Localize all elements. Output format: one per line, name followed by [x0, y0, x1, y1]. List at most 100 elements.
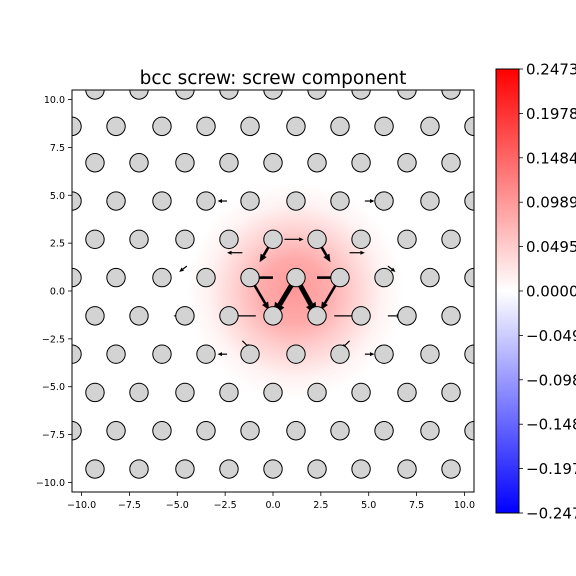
atom [240, 267, 260, 288]
arrow-head [217, 199, 222, 204]
arrow-head [360, 250, 365, 255]
atom [307, 153, 327, 173]
atom [72, 421, 82, 441]
atom [420, 421, 440, 441]
atom [397, 382, 417, 403]
arrow-head [369, 352, 375, 357]
atom [286, 191, 306, 211]
atom [85, 153, 105, 173]
atom [441, 459, 461, 479]
atom [219, 306, 239, 326]
atom [175, 153, 195, 173]
arrow-head [227, 250, 232, 255]
colorbar-tick-label: 0.2473 [526, 61, 576, 79]
atom [240, 344, 260, 364]
atom [441, 306, 461, 326]
y-tick-label: 10.0 [44, 95, 65, 106]
atom [196, 116, 216, 137]
y-tick-label: −7.5 [42, 430, 65, 441]
x-tick-label: 0.0 [265, 500, 280, 511]
atom [106, 191, 126, 211]
atom [152, 344, 172, 364]
atom [351, 229, 371, 250]
atom [219, 153, 239, 173]
atom [219, 382, 239, 403]
atom-layer [72, 90, 474, 479]
atom [330, 191, 350, 211]
atom [72, 116, 82, 137]
atom [129, 459, 149, 479]
y-tick-label: 5.0 [50, 191, 65, 202]
arrow-head [217, 352, 222, 357]
atom [196, 191, 216, 211]
atom [374, 344, 394, 364]
atom [72, 344, 82, 364]
atom [307, 229, 327, 250]
colorbar-tick-label: 0.0989 [526, 194, 576, 212]
atom [330, 267, 350, 288]
atom [85, 459, 105, 479]
x-tick-label: 10.0 [454, 500, 475, 511]
colorbar-tick-label: −0.0495 [526, 327, 576, 345]
colorbar-tick-label: 0.0495 [526, 238, 576, 256]
x-tick-label: −2.5 [214, 500, 237, 511]
atom [152, 191, 172, 211]
chart-title: bcc screw: screw component [140, 68, 407, 89]
atom [441, 153, 461, 173]
y-tick-label: 7.5 [50, 143, 65, 154]
y-tick-label: 0.0 [50, 287, 65, 298]
colorbar-tick-label: −0.1484 [526, 416, 576, 434]
arrow-head [390, 267, 396, 272]
atom [420, 116, 440, 137]
atom [420, 344, 440, 364]
arrow-shaft [182, 265, 188, 270]
colorbar: 0.2473 0.1978 0.1484 0.0989 0.0495 0.0000 −0.0… [495, 61, 576, 523]
atom [374, 116, 394, 137]
y-axis: 10.0 7.5 5.0 2.5 0.0 −2.5 −5.0 −7.5 −10.0 [36, 95, 72, 489]
atom [263, 229, 283, 250]
plot-area [71, 89, 475, 493]
atom [106, 116, 126, 137]
colorbar-tick-label: −0.1978 [526, 460, 576, 478]
atom [72, 191, 82, 211]
atom [240, 191, 260, 211]
atom [152, 267, 172, 288]
atom [307, 459, 327, 479]
displacement-arrow [284, 237, 304, 242]
atom [129, 229, 149, 250]
atom [374, 421, 394, 441]
displacement-arrow [227, 250, 243, 255]
x-tick-label: 5.0 [361, 500, 376, 511]
atom [374, 267, 394, 288]
colorbar-gradient [495, 68, 520, 514]
colorbar-tick-label: 0.0000 [526, 283, 576, 301]
atom [420, 191, 440, 211]
atom [351, 459, 371, 479]
heatmap-layer [185, 181, 405, 401]
atom [441, 382, 461, 403]
colorbar-tick-label: 0.1484 [526, 149, 576, 167]
displacement-arrow [179, 265, 188, 272]
atom [286, 344, 306, 364]
atom [307, 306, 327, 326]
x-tick-label: 7.5 [409, 500, 424, 511]
x-tick-label: −7.5 [118, 500, 141, 511]
displacement-arrow [217, 199, 228, 204]
atom [286, 116, 306, 137]
atom [286, 267, 306, 288]
atom [307, 382, 327, 403]
atom [175, 382, 195, 403]
atom [196, 344, 216, 364]
atom [397, 459, 417, 479]
colorbar-tick-label: 0.1978 [526, 105, 576, 123]
atom [330, 421, 350, 441]
atom [175, 459, 195, 479]
y-tick-label: 2.5 [50, 239, 65, 250]
atom [219, 229, 239, 250]
atom [175, 306, 195, 326]
atom [351, 306, 371, 326]
colorbar-tick-label: −0.2473 [526, 505, 576, 523]
atom [196, 421, 216, 441]
arrow-shaft [241, 340, 248, 346]
